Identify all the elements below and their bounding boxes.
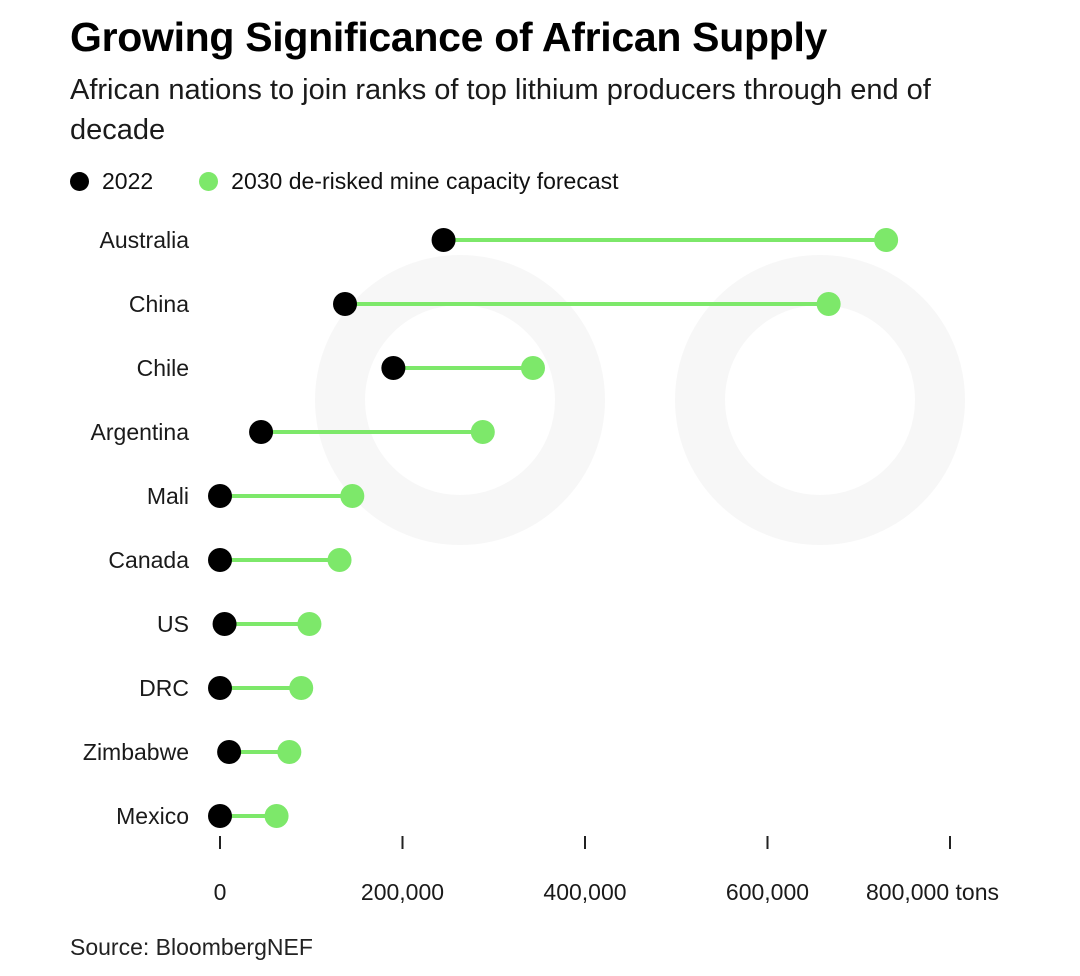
point-2030-zimbabwe <box>277 740 302 764</box>
category-label-drc: DRC <box>139 675 189 701</box>
point-2022-australia <box>431 228 456 252</box>
point-2022-chile <box>381 356 406 380</box>
category-label-chile: Chile <box>137 355 189 381</box>
point-2030-china <box>816 292 841 316</box>
category-label-australia: Australia <box>100 227 190 253</box>
legend-marker-2022 <box>70 171 89 191</box>
legend-item-2022: 2022 <box>70 168 153 195</box>
point-2022-mexico <box>208 804 232 828</box>
point-2022-mali <box>208 484 232 508</box>
x-tick-label: 200,000 <box>361 879 444 905</box>
category-label-mexico: Mexico <box>116 803 189 829</box>
point-2030-mali <box>340 484 365 508</box>
source-note: Source: BloombergNEF <box>70 934 313 960</box>
category-label-mali: Mali <box>147 483 189 509</box>
x-tick-label: 400,000 <box>543 879 626 905</box>
chart-title: Growing Significance of African Supply <box>70 14 828 60</box>
point-2030-chile <box>520 356 545 380</box>
point-2030-drc <box>289 676 314 700</box>
x-tick-label: 800,000 tons <box>866 879 999 905</box>
category-label-china: China <box>129 291 189 317</box>
point-2022-us <box>212 612 237 636</box>
point-2022-china <box>333 292 358 316</box>
point-2030-mexico <box>264 804 289 828</box>
point-2022-argentina <box>249 420 274 444</box>
legend-label-2030: 2030 de-risked mine capacity forecast <box>231 167 619 194</box>
point-2022-canada <box>208 548 232 572</box>
legend-item-2030: 2030 de-risked mine capacity forecast <box>199 167 619 195</box>
point-2030-argentina <box>470 420 495 444</box>
watermark-ring <box>675 255 965 545</box>
point-2030-australia <box>874 228 899 252</box>
x-tick-label: 0 <box>214 879 227 905</box>
category-label-zimbabwe: Zimbabwe <box>83 739 189 765</box>
legend-marker-2030 <box>199 171 219 191</box>
category-label-us: US <box>157 611 189 637</box>
category-label-argentina: Argentina <box>91 419 190 445</box>
legend-label-2022: 2022 <box>102 167 154 194</box>
point-2030-canada <box>327 548 352 572</box>
legend: 2022 2030 de-risked mine capacity foreca… <box>70 166 665 196</box>
chart-subtitle: African nations to join ranks of top lit… <box>70 74 931 146</box>
point-2030-us <box>297 612 322 636</box>
point-2022-zimbabwe <box>217 740 242 764</box>
watermark-ring <box>315 255 605 545</box>
x-tick-label: 600,000 <box>726 879 809 905</box>
category-label-canada: Canada <box>108 547 189 573</box>
point-2022-drc <box>208 676 232 700</box>
